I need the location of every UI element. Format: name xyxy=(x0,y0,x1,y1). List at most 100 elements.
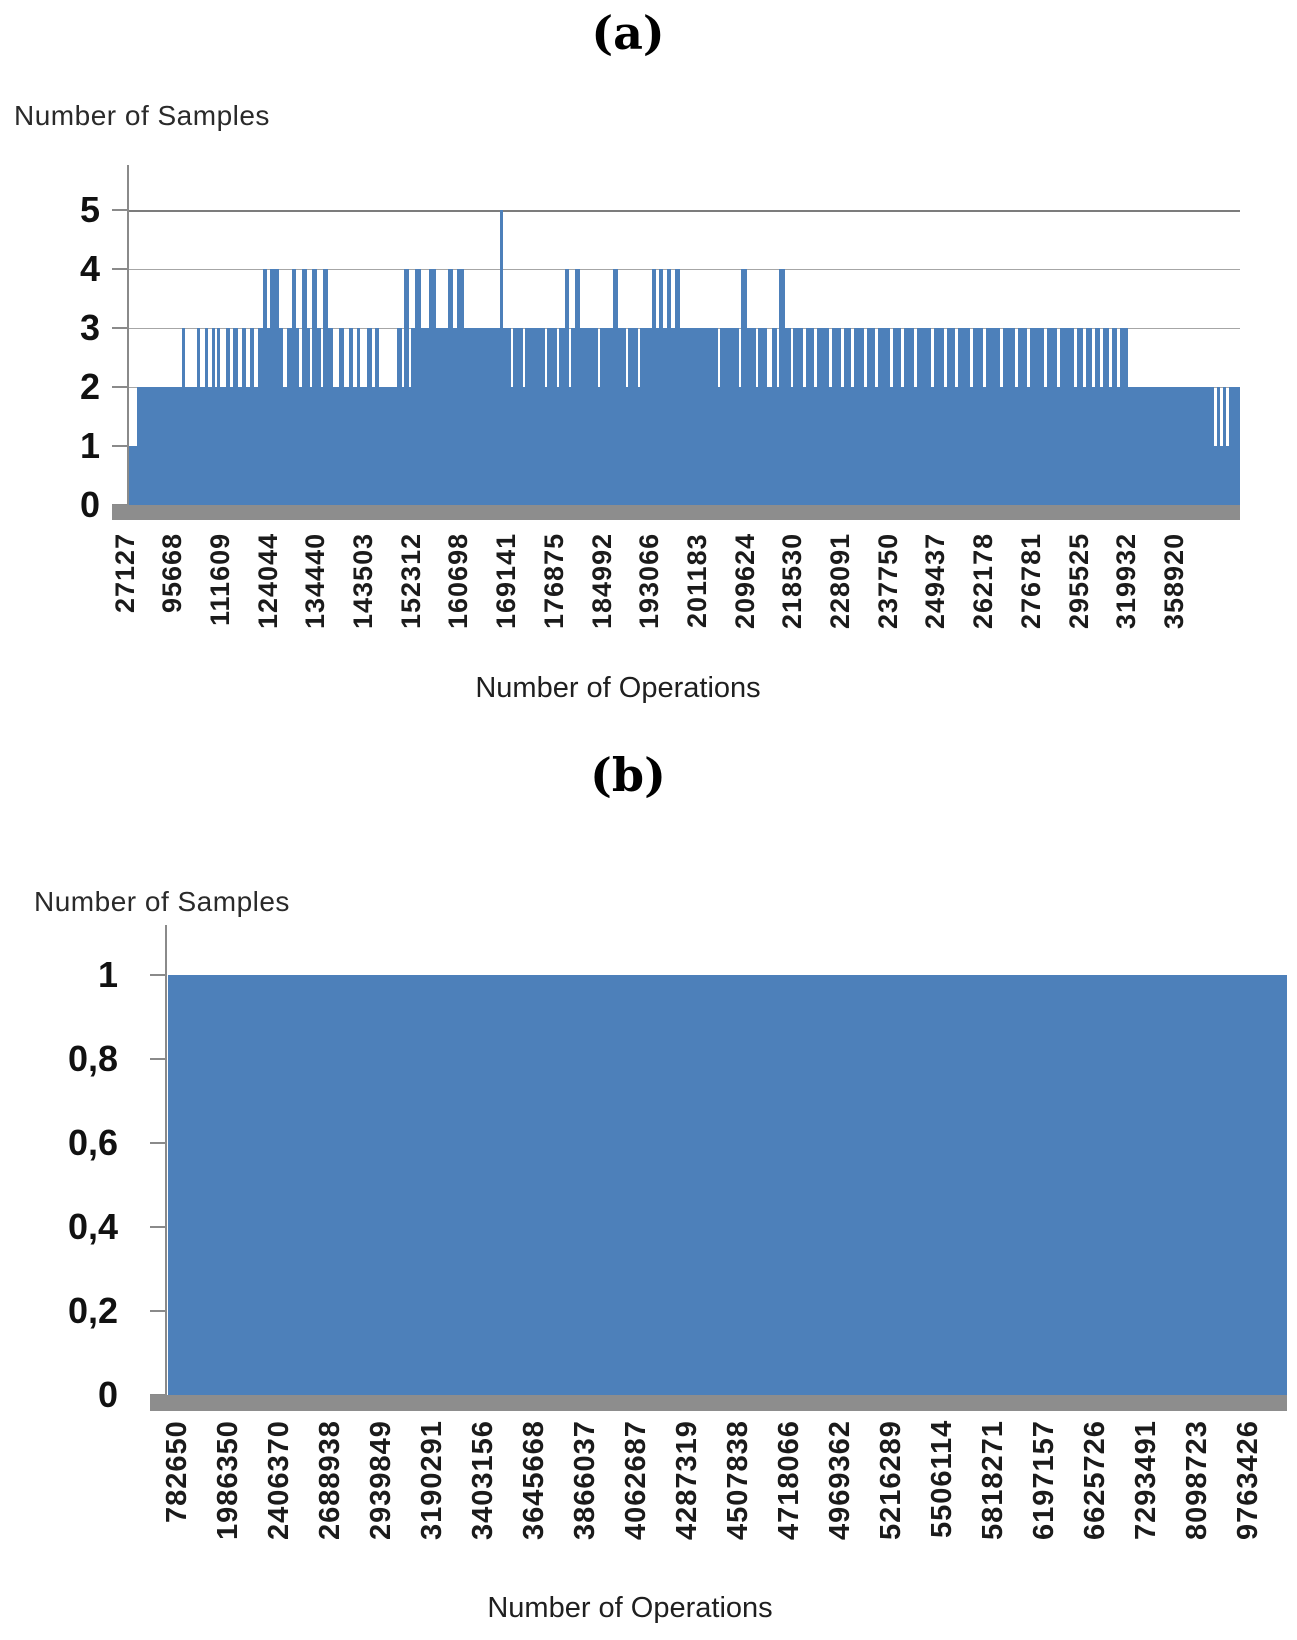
y-tick-label: 1 xyxy=(79,425,100,466)
bar xyxy=(453,328,457,505)
bar xyxy=(217,328,220,505)
x-tick-label: 3403156 xyxy=(466,1420,499,1540)
x-tick-label: 249437 xyxy=(920,532,951,629)
x-tick-label: 262178 xyxy=(968,532,999,629)
bar xyxy=(878,328,890,505)
bar xyxy=(1086,328,1092,505)
bar xyxy=(569,387,571,505)
bar xyxy=(864,387,867,505)
y-tick-label: 0 xyxy=(97,1374,118,1415)
panel-label-b: (b) xyxy=(590,748,666,802)
bar xyxy=(250,328,254,505)
baseline-strip-a xyxy=(112,505,1240,520)
bar xyxy=(513,328,523,505)
bar xyxy=(353,387,357,505)
x-tick-label: 8098723 xyxy=(1180,1420,1213,1540)
bar xyxy=(349,328,353,505)
y-tick-mark xyxy=(150,974,165,976)
bar xyxy=(613,269,618,505)
x-tick-label: 160698 xyxy=(443,532,474,629)
uniform-bar-fill xyxy=(168,975,1287,1395)
bar xyxy=(448,269,453,505)
bar xyxy=(986,328,1000,505)
x-tick-label: 4969362 xyxy=(823,1420,856,1540)
bar xyxy=(626,387,628,505)
x-axis-title-b: Number of Operations xyxy=(487,1592,773,1624)
bar xyxy=(357,328,360,505)
bar xyxy=(312,269,317,505)
bar xyxy=(829,387,832,505)
bar xyxy=(598,387,600,505)
x-tick-label: 6625726 xyxy=(1078,1420,1111,1540)
bar xyxy=(931,387,934,505)
bar xyxy=(137,387,182,505)
x-tick-label: 782650 xyxy=(160,1420,193,1523)
bar xyxy=(841,387,844,505)
y-tick-mark xyxy=(112,327,127,329)
bar xyxy=(1003,328,1015,505)
bar xyxy=(656,328,659,505)
x-tick-label: 5818271 xyxy=(976,1420,1009,1540)
x-tick-label: 176875 xyxy=(538,532,569,629)
bar xyxy=(333,387,339,505)
bar xyxy=(525,328,539,505)
baseline-strip-b xyxy=(150,1395,1287,1411)
bar xyxy=(648,328,652,505)
x-tick-label: 228091 xyxy=(825,532,855,629)
bar xyxy=(307,328,310,505)
x-tick-label: 9763426 xyxy=(1231,1420,1264,1540)
bar xyxy=(464,328,479,505)
y-tick-mark xyxy=(150,1058,165,1060)
bar xyxy=(511,387,513,505)
bar xyxy=(944,387,947,505)
bar xyxy=(904,328,914,505)
gridline xyxy=(127,269,1240,270)
bar xyxy=(777,387,779,505)
x-tick-label: 3190291 xyxy=(415,1420,448,1540)
bar xyxy=(360,387,367,505)
y-tick-label: 0,6 xyxy=(67,1122,118,1163)
bar xyxy=(1229,387,1240,505)
bar xyxy=(283,387,287,505)
bar xyxy=(182,328,185,505)
x-tick-label: 1986350 xyxy=(211,1420,244,1540)
x-tick-label: 134440 xyxy=(300,532,331,629)
x-tick-label: 7293491 xyxy=(1129,1420,1162,1540)
x-tick-labels-b: 782650 1986350 2406370 2688938 2939849 319029… xyxy=(161,1420,1287,1585)
x-tick-label: 358920 xyxy=(1158,532,1189,629)
x-tick-label: 27127 xyxy=(109,532,140,613)
bar xyxy=(893,328,901,505)
x-tick-label: 201183 xyxy=(681,533,712,628)
bar xyxy=(539,328,545,505)
bar xyxy=(402,387,404,505)
bar xyxy=(983,387,986,505)
bar xyxy=(958,328,970,505)
bar xyxy=(457,269,464,505)
bar xyxy=(344,387,349,505)
x-tick-label: 111609 xyxy=(204,532,235,626)
bar xyxy=(1000,387,1003,505)
bar xyxy=(1120,328,1128,505)
bar xyxy=(652,269,656,505)
bar xyxy=(208,387,212,505)
bar xyxy=(258,328,263,505)
bar xyxy=(263,269,267,505)
x-tick-label: 276781 xyxy=(1015,532,1046,629)
x-tick-label: 2939849 xyxy=(364,1420,397,1540)
bar xyxy=(806,328,814,505)
bar xyxy=(226,328,230,505)
bar xyxy=(1018,328,1027,505)
x-tick-label: 2688938 xyxy=(313,1420,346,1540)
bar xyxy=(659,269,663,505)
bar xyxy=(1095,328,1100,505)
bar xyxy=(618,328,626,505)
bar xyxy=(867,328,875,505)
y-tick-mark xyxy=(150,1226,165,1228)
x-tick-label: 295525 xyxy=(1063,532,1094,629)
bar xyxy=(242,328,246,505)
bar xyxy=(339,328,344,505)
y-axis-title-a: Number of Samples xyxy=(14,100,270,131)
y-axis-line-b xyxy=(165,925,167,1395)
bar xyxy=(854,328,864,505)
